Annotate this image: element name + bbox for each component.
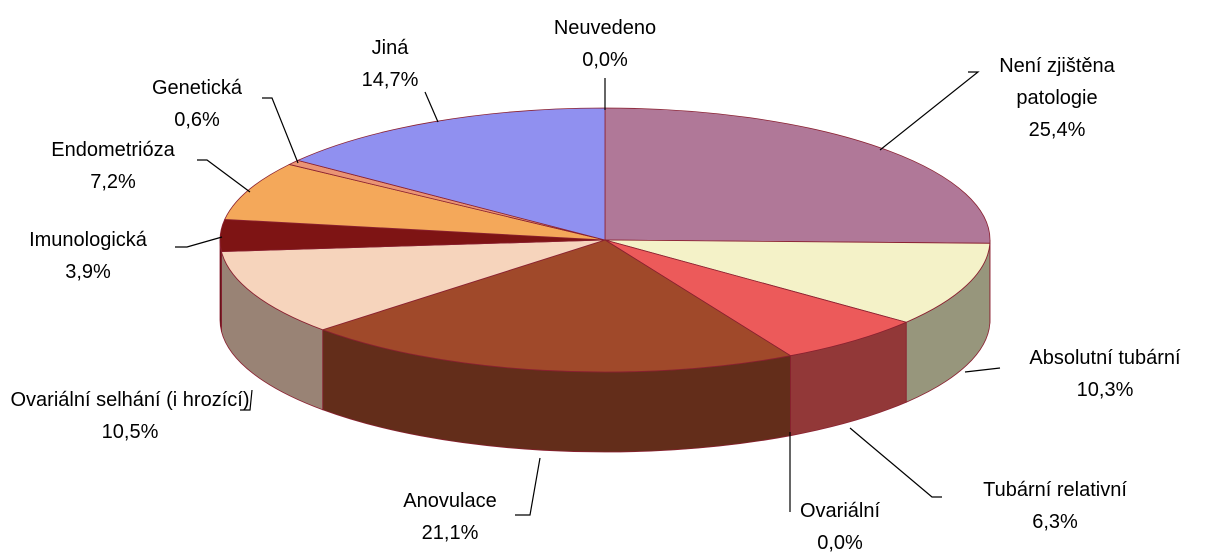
value-label: 21,1% <box>421 522 479 544</box>
value-label: 10,5% <box>101 421 159 443</box>
category-label: Tubární relativní <box>983 479 1127 501</box>
category-label: Není zjištěna patologie <box>999 55 1115 109</box>
category-label: Ovariální <box>799 500 881 522</box>
data-label: Anovulace 21,1% <box>350 485 550 549</box>
value-label: 0,0% <box>817 532 863 552</box>
data-label: Ovariální 0,0% <box>740 495 940 552</box>
data-label: Tubární relativní 6,3% <box>935 474 1175 538</box>
slice <box>604 107 991 244</box>
value-label: 25,4% <box>1028 119 1086 141</box>
slice <box>321 239 792 373</box>
value-label: 6,3% <box>1032 511 1078 533</box>
data-label: Absolutní tubární 10,3% <box>985 342 1208 406</box>
slice-side <box>219 239 222 332</box>
leader-line <box>197 159 251 193</box>
leader-line <box>964 367 1001 373</box>
value-label: 14,7% <box>361 69 419 91</box>
leader-line <box>515 457 541 516</box>
data-label: Jiná 14,7% <box>290 32 490 96</box>
value-label: 3,9% <box>65 261 111 283</box>
data-label: Ovariální selhání (i hrozící) 10,5% <box>0 384 260 448</box>
leader-line <box>849 427 942 498</box>
category-label: Anovulace <box>403 490 497 512</box>
data-label: Neuvedeno 0,0% <box>505 12 705 76</box>
value-label: 7,2% <box>90 171 136 193</box>
leader-line <box>240 389 253 411</box>
data-label: Endometrióza 7,2% <box>3 134 223 198</box>
category-label: Endometrióza <box>51 139 175 161</box>
leader-line <box>262 97 299 164</box>
data-label: Není zjištěna patologie 25,4% <box>967 50 1147 146</box>
value-label: 0,6% <box>174 109 220 131</box>
category-label: Ovariální selhání (i hrozící) <box>10 389 250 411</box>
slice <box>296 107 606 241</box>
category-label: Absolutní tubární <box>1029 347 1181 369</box>
value-label: 10,3% <box>1076 379 1134 401</box>
slice <box>604 239 991 323</box>
data-label: Imunologická 3,9% <box>0 224 188 288</box>
slice <box>220 239 606 331</box>
data-label: Genetická 0,6% <box>97 72 297 136</box>
slice <box>604 239 908 357</box>
category-label: Genetická <box>151 77 243 99</box>
category-label: Imunologická <box>29 229 147 251</box>
category-label: Jiná <box>371 37 409 59</box>
leader-line <box>879 71 980 151</box>
leader-line <box>175 236 223 248</box>
leader-line <box>424 91 439 123</box>
category-label: Neuvedeno <box>553 17 657 39</box>
value-label: 0,0% <box>582 49 628 71</box>
